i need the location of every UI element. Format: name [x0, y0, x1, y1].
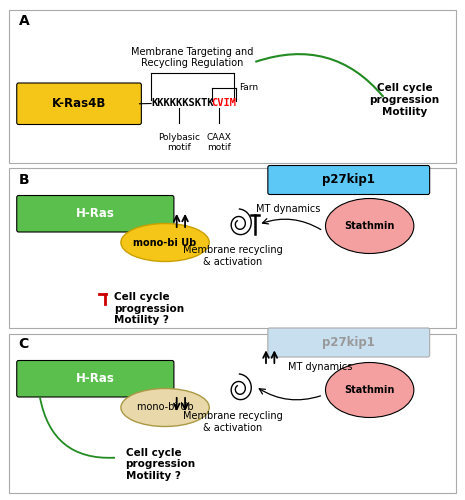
Text: MT dynamics: MT dynamics — [288, 362, 352, 372]
FancyBboxPatch shape — [17, 83, 141, 124]
Text: Motility ?: Motility ? — [114, 315, 169, 325]
Text: Motility ?: Motility ? — [126, 471, 180, 481]
FancyBboxPatch shape — [17, 360, 174, 397]
Text: C: C — [19, 338, 29, 351]
Text: CVIM: CVIM — [212, 98, 237, 108]
Ellipse shape — [121, 388, 209, 426]
Text: H-Ras: H-Ras — [76, 372, 115, 385]
FancyBboxPatch shape — [17, 196, 174, 232]
FancyArrowPatch shape — [256, 54, 383, 96]
Text: mono-bi Ub: mono-bi Ub — [133, 238, 197, 248]
Text: p27kip1: p27kip1 — [322, 174, 375, 186]
Text: Membrane recycling
& activation: Membrane recycling & activation — [183, 245, 282, 266]
Ellipse shape — [326, 198, 414, 254]
Text: Farn: Farn — [239, 83, 259, 92]
FancyBboxPatch shape — [268, 328, 430, 357]
Text: B: B — [19, 172, 29, 186]
Text: Stathmin: Stathmin — [345, 385, 395, 395]
Bar — [9, 10, 456, 162]
Text: Membrane Targeting and
Recycling Regulation: Membrane Targeting and Recycling Regulat… — [131, 47, 254, 68]
Text: Cell cycle
progression
Motility: Cell cycle progression Motility — [370, 84, 439, 116]
Text: H-Ras: H-Ras — [76, 207, 115, 220]
Text: Stathmin: Stathmin — [345, 221, 395, 231]
Text: p27kip1: p27kip1 — [322, 336, 375, 349]
Text: MT dynamics: MT dynamics — [256, 204, 320, 214]
Ellipse shape — [326, 362, 414, 418]
Text: KKKKKKSKTK: KKKKKKSKTK — [151, 98, 213, 108]
Bar — [9, 334, 456, 492]
FancyArrowPatch shape — [40, 398, 114, 458]
Text: A: A — [19, 14, 29, 28]
FancyBboxPatch shape — [268, 166, 430, 194]
Text: Polybasic
motif: Polybasic motif — [158, 132, 200, 152]
Ellipse shape — [121, 224, 209, 262]
Text: Membrane recycling
& activation: Membrane recycling & activation — [183, 411, 282, 432]
Text: Cell cycle
progression: Cell cycle progression — [126, 448, 196, 469]
Bar — [9, 168, 456, 328]
Text: Cell cycle
progression: Cell cycle progression — [114, 292, 184, 314]
Text: CAAX
motif: CAAX motif — [206, 132, 231, 152]
Text: mono-bi Ub: mono-bi Ub — [137, 402, 193, 412]
Text: K-Ras4B: K-Ras4B — [52, 97, 106, 110]
